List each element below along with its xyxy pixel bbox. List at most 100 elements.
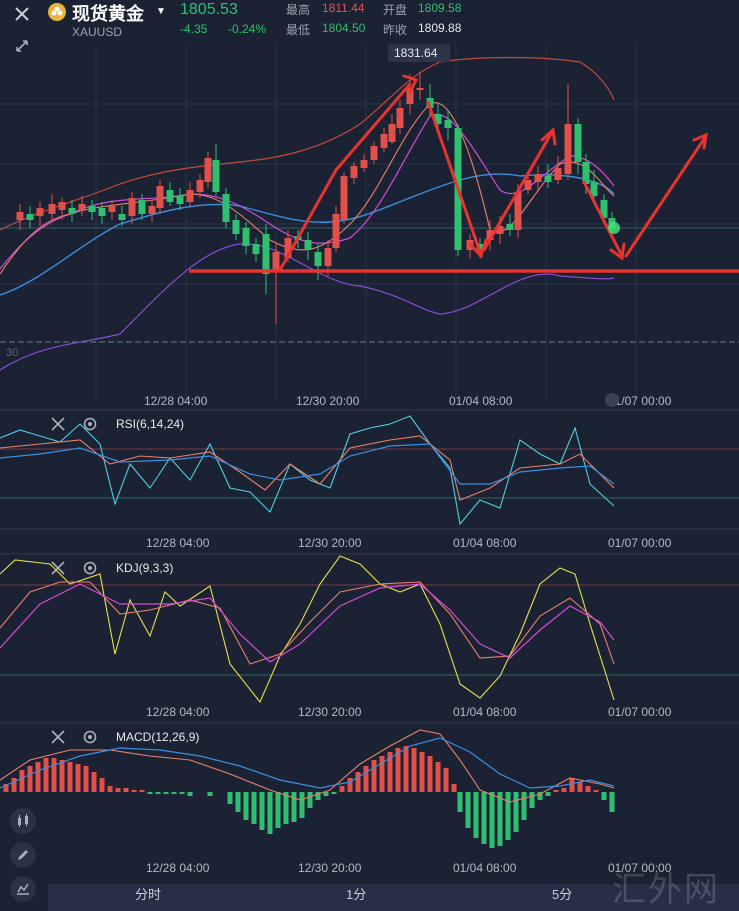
rsi-close-icon[interactable] [51, 417, 65, 431]
symbol-name[interactable]: 现货黄金 [72, 4, 144, 24]
draw-tool-button[interactable] [10, 842, 36, 868]
macd-bar [283, 792, 289, 824]
gear-icon[interactable] [83, 561, 97, 575]
candle-body [476, 244, 484, 250]
rsi-time-axis: 12/28 04:00 12/30 20:00 01/04 08:00 01/0… [146, 536, 672, 550]
candle-body [284, 238, 292, 258]
price-change: -4.35 [180, 22, 208, 36]
candle-body [88, 206, 96, 212]
macd-histogram [3, 746, 615, 848]
macd-bar [299, 792, 305, 818]
collapse-button[interactable] [8, 34, 36, 58]
macd-bar [171, 792, 177, 794]
macd-bar [513, 792, 519, 832]
candle-body [36, 208, 44, 216]
macd-bar [131, 790, 137, 792]
macd-bar [457, 792, 463, 812]
macd-bar [11, 778, 17, 792]
price-change-pct: -0.24% [228, 22, 267, 36]
timeframe-bar [48, 884, 739, 911]
candle-body [360, 160, 368, 168]
macd-bar [427, 756, 433, 792]
time-label: 01/04 08:00 [453, 536, 517, 550]
candle-body [534, 174, 542, 182]
macd-bar [609, 792, 615, 812]
macd-close-icon[interactable] [51, 730, 65, 744]
macd-bar [561, 788, 567, 792]
peak-price-label: 1831.64 [394, 46, 438, 60]
candle-body [406, 88, 414, 104]
time-label: 01/04 08:00 [453, 705, 517, 719]
pencil-icon [18, 850, 28, 860]
chart-area[interactable]: 30 1831.64 12/28 04:00 12/30 20:00 01/04… [0, 44, 739, 884]
macd-bar [473, 792, 479, 838]
chevron-down-icon[interactable]: ▼ [156, 6, 166, 17]
candle-body [582, 162, 590, 184]
macd-bar [489, 792, 495, 848]
macd-bar [403, 746, 409, 792]
chart-line-icon [17, 883, 29, 895]
candle-body [434, 114, 442, 124]
macd-label: MACD(12,26,9) [116, 730, 199, 744]
rsi-label: RSI(6,14,24) [116, 417, 184, 431]
macd-bar [35, 762, 41, 792]
candle-body [118, 214, 126, 220]
trend-arrows [278, 74, 708, 272]
open-label: 开盘 [383, 3, 408, 17]
macd-bar [259, 792, 265, 830]
candle-body [58, 202, 66, 210]
candle-body [176, 196, 184, 204]
macd-bar [147, 792, 153, 794]
bollinger-upper [0, 56, 615, 231]
candle-body [426, 98, 434, 108]
close-button[interactable] [8, 2, 36, 26]
candle-body [156, 186, 164, 208]
tab-5min[interactable]: 5分 [552, 887, 573, 902]
rsi-line-24 [0, 443, 615, 485]
kdj-j-line [0, 555, 615, 704]
collapse-arrows-icon [16, 40, 28, 52]
tab-1min[interactable]: 1分 [346, 887, 367, 902]
crosshair-handle[interactable] [605, 393, 619, 407]
macd-bar [123, 788, 129, 792]
macd-bar [163, 792, 169, 794]
candle-body [212, 160, 220, 192]
macd-bar [529, 792, 535, 808]
macd-bar [91, 772, 97, 792]
candle-body [108, 206, 116, 212]
macd-bar [323, 792, 329, 796]
time-label: 12/28 04:00 [144, 394, 208, 408]
candle-body [564, 124, 572, 174]
time-label: 12/30 20:00 [296, 394, 360, 408]
macd-bar [451, 784, 457, 792]
candle-body [262, 234, 270, 274]
kdj-close-icon[interactable] [51, 561, 65, 575]
macd-bar [331, 792, 337, 794]
candle-body [304, 240, 312, 250]
candle-type-button[interactable] [10, 808, 36, 834]
rsi-line-6 [0, 415, 615, 526]
time-label: 01/07 00:00 [608, 705, 672, 719]
tab-time-sharing[interactable]: 分时 [135, 887, 162, 902]
gear-icon[interactable] [83, 417, 97, 431]
macd-bar [99, 778, 105, 792]
gear-icon[interactable] [83, 730, 97, 744]
ma-pink [0, 102, 615, 275]
time-label: 01/04 08:00 [453, 861, 517, 875]
rsi-line-14 [0, 435, 615, 501]
macd-bar [51, 758, 57, 792]
macd-bar [505, 792, 511, 840]
macd-bar [497, 792, 503, 846]
indicators-button[interactable] [10, 876, 36, 902]
macd-bar [227, 792, 233, 804]
macd-bar [75, 764, 81, 792]
candle-body [16, 212, 24, 220]
symbol-code: XAUUSD [72, 25, 123, 39]
prev-close-value: 1809.88 [418, 21, 462, 35]
macd-bar [371, 760, 377, 792]
kdj-label: KDJ(9,3,3) [116, 561, 173, 575]
time-label: 01/07 00:00 [608, 861, 672, 875]
candle-body [600, 200, 608, 218]
macd-bar [3, 784, 9, 792]
candle-body [524, 180, 532, 190]
